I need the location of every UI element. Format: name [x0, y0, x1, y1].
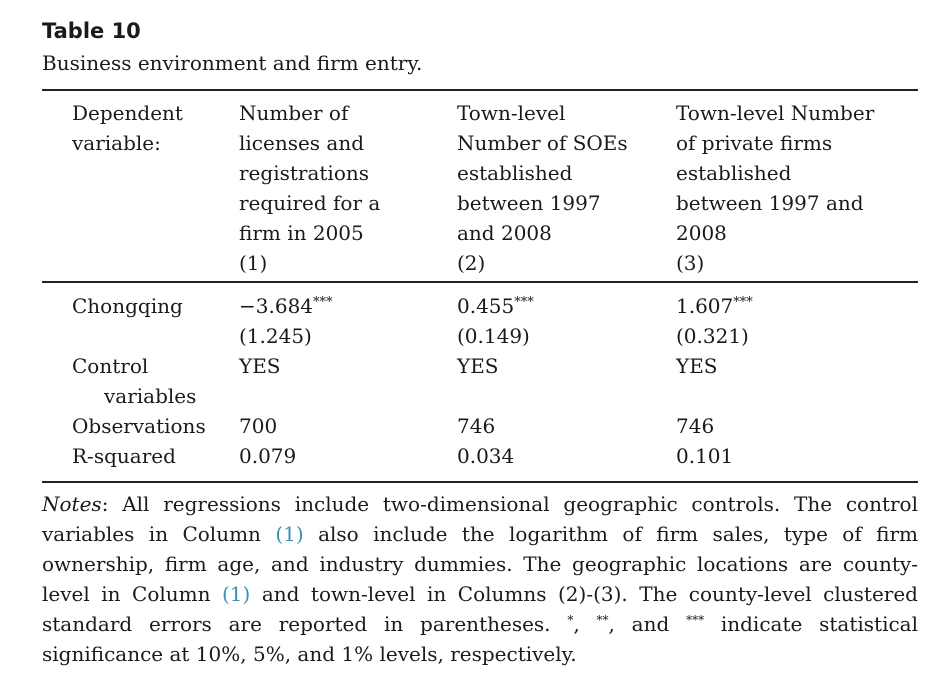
bottom-rule — [42, 481, 918, 483]
chongqing-col1-se: (1.245) — [239, 324, 312, 348]
controls-col3: YES — [676, 354, 718, 378]
table-caption: Business environment and firm entry. — [42, 51, 423, 75]
significance-stars: *** — [514, 295, 534, 310]
row-label-control-variables: Control variables — [72, 354, 197, 408]
chongqing-col2-se: (0.149) — [457, 324, 530, 348]
chongqing-col3-se: (0.321) — [676, 324, 749, 348]
controls-col2: YES — [457, 354, 499, 378]
header-col-1: Number of licenses and registrations req… — [239, 101, 381, 275]
table-title: Table 10 — [42, 19, 141, 43]
chongqing-col3-coef: 1.607*** — [676, 294, 753, 318]
chongqing-col2-coef: 0.455*** — [457, 294, 534, 318]
rsquared-col1: 0.079 — [239, 444, 297, 468]
row-label-r-squared: R-squared — [72, 444, 176, 468]
header-col-3: Town-level Number of private firms estab… — [676, 101, 875, 275]
observations-col3: 746 — [676, 414, 715, 438]
notes-label: Notes — [42, 492, 102, 516]
significance-stars: *** — [313, 295, 333, 310]
controls-col1: YES — [239, 354, 281, 378]
observations-col2: 746 — [457, 414, 496, 438]
header-dependent-variable: Dependent variable: — [72, 101, 183, 155]
top-rule — [42, 89, 918, 91]
table-notes: Notes: All regressions include two-dimen… — [42, 492, 919, 666]
column-1-link[interactable]: (1) — [275, 522, 304, 546]
row-label-observations: Observations — [72, 414, 206, 438]
column-1-link[interactable]: (1) — [221, 582, 251, 606]
significance-stars: *** — [733, 295, 753, 310]
mid-rule — [42, 281, 918, 283]
chongqing-col1-coef: −3.684*** — [239, 294, 333, 318]
header-col-2: Town-level Number of SOEs established be… — [457, 101, 628, 275]
rsquared-col3: 0.101 — [676, 444, 734, 468]
observations-col1: 700 — [239, 414, 278, 438]
row-label-chongqing: Chongqing — [72, 294, 183, 318]
rsquared-col2: 0.034 — [457, 444, 515, 468]
